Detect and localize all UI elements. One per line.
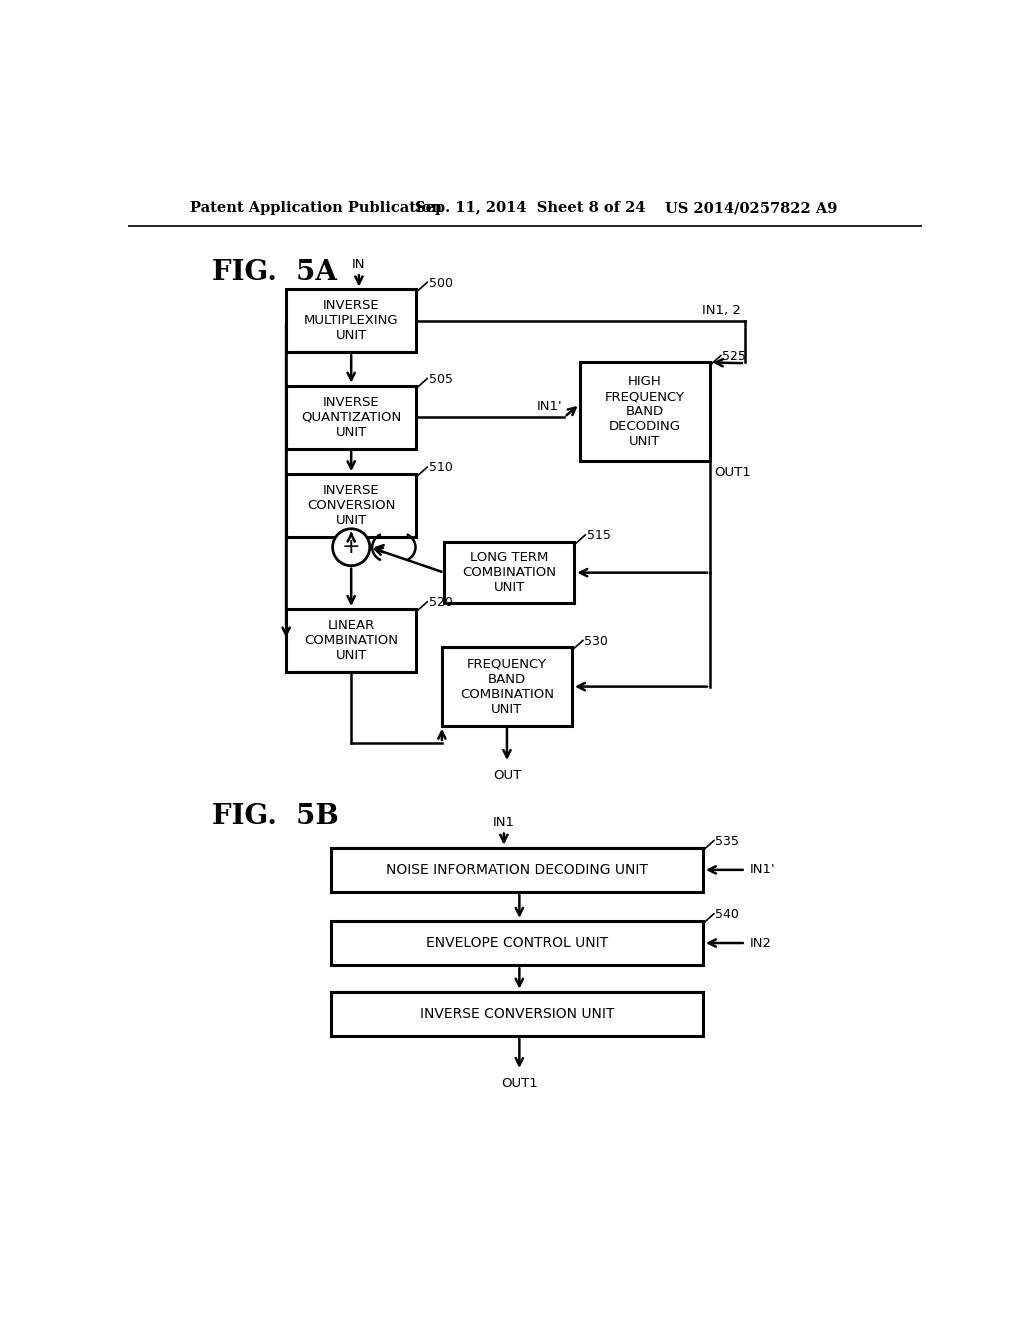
Text: HIGH
FREQUENCY
BAND
DECODING
UNIT: HIGH FREQUENCY BAND DECODING UNIT <box>605 375 685 449</box>
Text: OUT1: OUT1 <box>501 1077 538 1090</box>
Bar <box>286 289 417 352</box>
Text: INVERSE
CONVERSION
UNIT: INVERSE CONVERSION UNIT <box>307 484 395 527</box>
Text: Sep. 11, 2014  Sheet 8 of 24: Sep. 11, 2014 Sheet 8 of 24 <box>415 202 645 215</box>
Text: Patent Application Publication: Patent Application Publication <box>190 202 442 215</box>
Text: NOISE INFORMATION DECODING UNIT: NOISE INFORMATION DECODING UNIT <box>386 863 648 876</box>
Bar <box>331 921 703 965</box>
Text: FIG.  5A: FIG. 5A <box>212 259 337 286</box>
Text: 530: 530 <box>585 635 608 648</box>
Text: US 2014/0257822 A9: US 2014/0257822 A9 <box>665 202 838 215</box>
Bar <box>286 385 417 449</box>
Text: INVERSE
QUANTIZATION
UNIT: INVERSE QUANTIZATION UNIT <box>301 396 401 438</box>
Text: FREQUENCY
BAND
COMBINATION
UNIT: FREQUENCY BAND COMBINATION UNIT <box>460 657 554 715</box>
Text: INVERSE CONVERSION UNIT: INVERSE CONVERSION UNIT <box>420 1007 614 1020</box>
Text: 505: 505 <box>429 372 453 385</box>
Circle shape <box>333 529 370 566</box>
Text: 540: 540 <box>716 908 739 921</box>
Text: FIG.  5B: FIG. 5B <box>212 804 339 830</box>
Text: 535: 535 <box>716 834 739 847</box>
Bar <box>286 474 417 537</box>
Text: +: + <box>342 537 360 557</box>
Text: IN2: IN2 <box>750 936 771 949</box>
Bar <box>331 847 703 892</box>
Text: IN: IN <box>352 259 366 271</box>
Text: IN1': IN1' <box>537 400 562 413</box>
Text: IN1': IN1' <box>750 863 775 876</box>
Bar <box>444 543 574 603</box>
Text: ENVELOPE CONTROL UNIT: ENVELOPE CONTROL UNIT <box>426 936 608 950</box>
Text: INVERSE
MULTIPLEXING
UNIT: INVERSE MULTIPLEXING UNIT <box>304 300 398 342</box>
Bar <box>331 991 703 1036</box>
Bar <box>442 647 572 726</box>
Text: LONG TERM
COMBINATION
UNIT: LONG TERM COMBINATION UNIT <box>462 552 556 594</box>
Bar <box>580 363 710 461</box>
Text: LINEAR
COMBINATION
UNIT: LINEAR COMBINATION UNIT <box>304 619 398 661</box>
Text: OUT1: OUT1 <box>714 466 751 479</box>
Text: 515: 515 <box>587 529 610 543</box>
Text: IN1: IN1 <box>493 816 515 829</box>
Text: 520: 520 <box>429 597 453 610</box>
Text: OUT: OUT <box>493 770 521 781</box>
Text: 500: 500 <box>429 277 453 289</box>
Text: IN1, 2: IN1, 2 <box>702 304 741 317</box>
Text: 510: 510 <box>429 462 453 474</box>
Bar <box>286 609 417 672</box>
Text: 525: 525 <box>722 350 746 363</box>
